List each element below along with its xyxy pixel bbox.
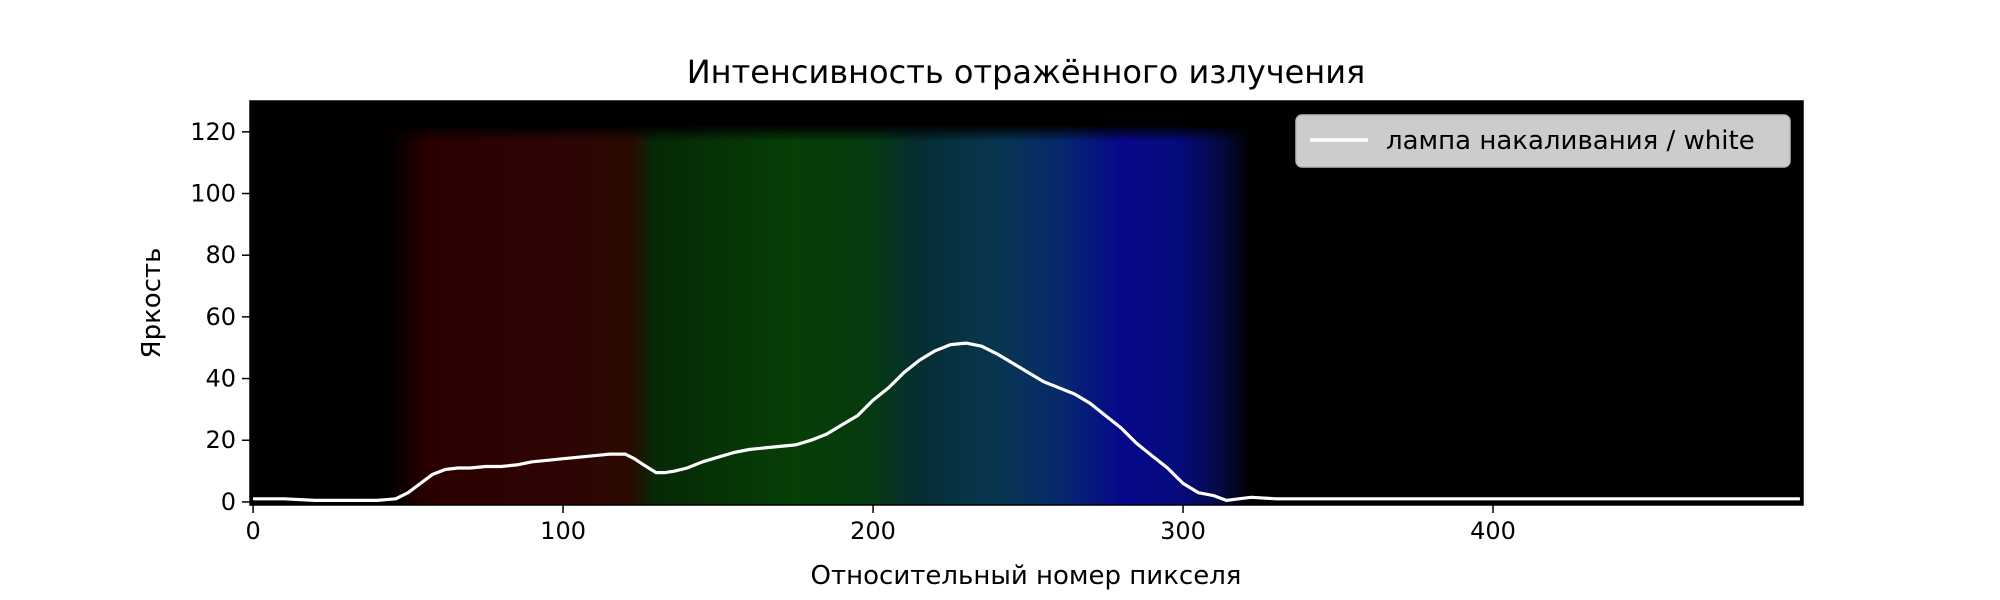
y-tick-label: 40	[205, 365, 236, 393]
legend-box	[1295, 114, 1791, 168]
legend: лампа накаливания / white	[1295, 114, 1791, 168]
y-axis-label: Яркость	[137, 248, 167, 359]
x-tick-label: 300	[1160, 517, 1206, 545]
y-tick-label: 80	[205, 241, 236, 269]
x-tick-label: 400	[1470, 517, 1516, 545]
x-tick-label: 200	[850, 517, 896, 545]
x-axis: 0 100 200 300 400	[245, 505, 1516, 545]
x-tick-label: 100	[540, 517, 586, 545]
series-line-0	[253, 341, 1800, 502]
y-axis: 0 20 40 60 80 100 120	[190, 118, 250, 516]
y-tick-label: 0	[221, 488, 236, 516]
y-tick-label: 100	[190, 180, 236, 208]
spectrum-top-shade	[250, 101, 1803, 505]
chart-title: Интенсивность отражённого излучения	[687, 53, 1366, 91]
plot-area	[249, 100, 1804, 506]
series-layer	[253, 341, 1800, 502]
legend-label: лампа накаливания / white	[1386, 126, 1755, 156]
y-tick-label: 120	[190, 118, 236, 146]
y-tick-label: 20	[205, 426, 236, 454]
plot-frame	[249, 100, 1804, 506]
y-tick-label: 60	[205, 303, 236, 331]
x-axis-label: Относительный номер пикселя	[811, 561, 1242, 591]
x-tick-label: 0	[245, 517, 260, 545]
